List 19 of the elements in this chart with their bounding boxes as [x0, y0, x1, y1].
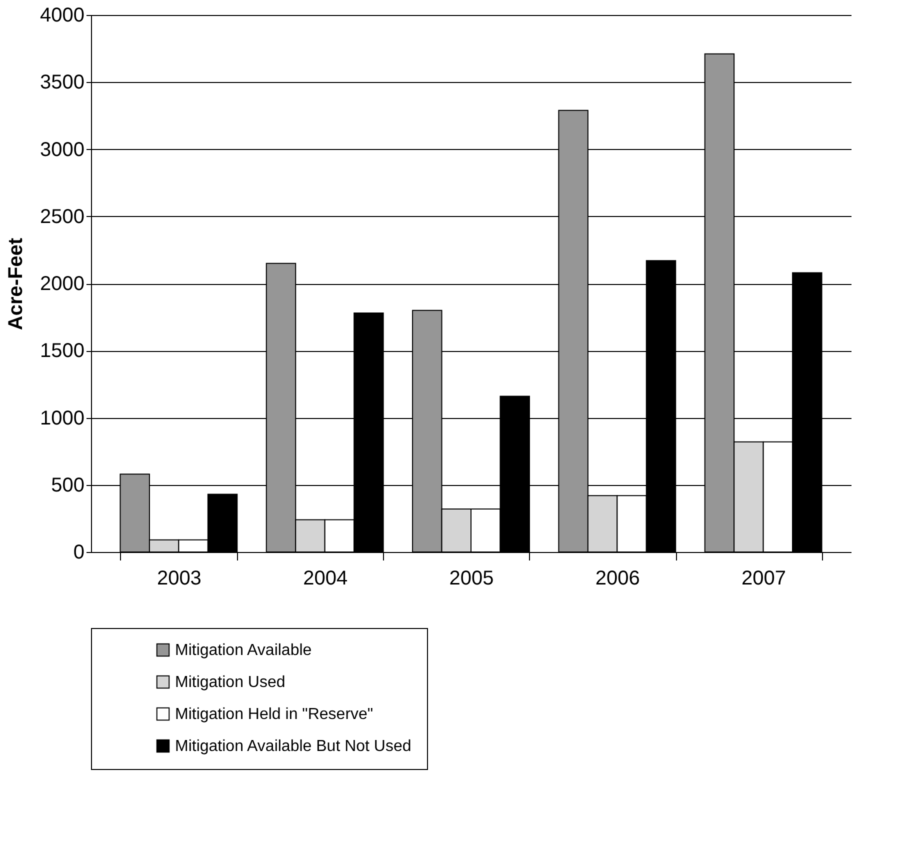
y-tick-label: 2500	[40, 206, 84, 228]
y-tick-label: 500	[51, 474, 84, 496]
y-tick-label: 1500	[40, 340, 84, 362]
y-tick-label: 1000	[40, 407, 84, 430]
y-tick-label: 0	[73, 542, 84, 564]
x-tick-label: 2005	[449, 568, 494, 590]
legend-label: Mitigation Available	[175, 642, 312, 659]
x-tick-label: 2006	[595, 568, 640, 590]
y-tick-label: 2000	[40, 273, 84, 295]
y-tick-label: 3500	[40, 72, 84, 94]
legend-label: Mitigation Used	[175, 674, 286, 691]
y-tick-label: 3000	[40, 138, 84, 161]
x-tick-label: 2003	[156, 568, 202, 590]
y-axis-title: Acre-Feet	[5, 238, 28, 330]
x-tick-label: 2004	[303, 568, 348, 590]
legend-label: Mitigation Held in "Reserve"	[175, 706, 374, 723]
x-tick-label: 2007	[742, 568, 786, 590]
y-tick-label: 4000	[40, 4, 84, 26]
legend-label: Mitigation Available But Not Used	[175, 738, 412, 755]
